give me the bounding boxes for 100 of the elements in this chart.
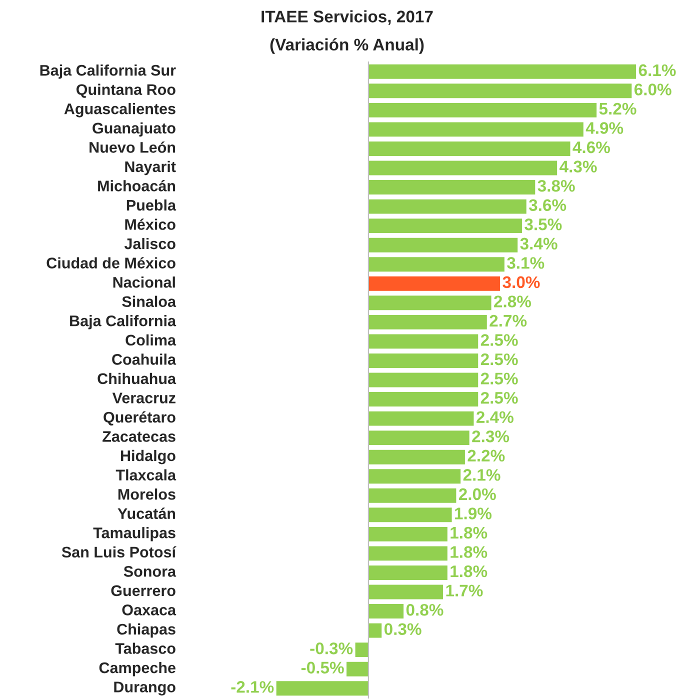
y-tick-label: Querétaro [104,411,176,426]
bar [368,257,504,272]
y-tick-label: Tamaulipas [93,527,176,542]
data-label: -0.3% [310,642,353,654]
y-tick-label: Chihuahua [98,372,176,384]
y-tick-label: Puebla [126,199,176,211]
bar [355,642,368,658]
y-tick-label: Nacional [113,276,175,288]
bar [368,623,382,638]
bar [368,469,461,484]
bar [368,180,536,194]
bar [368,238,518,252]
data-label: 2.5% [480,372,518,384]
y-tick-label: México [125,218,176,230]
data-label: 2.0% [458,488,496,500]
bar [368,314,487,330]
data-label: 2.4% [476,411,514,423]
bar [368,508,452,522]
data-label: 5.2% [599,102,636,115]
data-label: 2.1% [463,469,500,481]
y-tick-label: Campeche [99,662,176,676]
y-tick-label: Jalisco [124,238,176,250]
bar [368,122,584,137]
bar [368,430,470,446]
y-tick-label: Tlaxcala [116,469,176,480]
y-tick-label: Oaxaca [122,604,176,616]
data-label: -0.5% [301,662,344,674]
bar [368,354,478,368]
data-label: 3.6% [528,199,566,212]
y-tick-label: Veracruz [112,392,176,404]
bar [368,546,448,561]
data-label: 2.5% [480,392,518,404]
bar [346,662,368,676]
bar [368,526,448,542]
bar [368,142,570,156]
y-tick-label: Yucatán [118,508,176,520]
data-label: 3.1% [507,257,544,269]
y-tick-label: Hidalgo [121,450,176,464]
bar [368,218,522,234]
y-tick-label: Sinaloa [122,296,176,308]
y-tick-label: Colima [126,334,176,346]
bar [368,411,474,426]
data-label: 1.9% [455,508,492,520]
y-tick-label: Sonora [124,566,176,577]
bar [368,296,492,310]
bar [368,604,404,618]
y-tick-label: Chiapas [117,623,176,638]
bar [368,392,478,406]
data-label: 2.2% [468,450,505,462]
y-tick-label: Nayarit [125,160,176,176]
data-label: 1.7% [446,584,483,596]
y-tick-label: Baja California Sur [40,64,176,79]
y-tick-label: Tabasco [115,642,176,654]
y-tick-label: Nuevo León [90,141,176,153]
data-label: 1.8% [450,546,488,558]
data-label: -2.1% [231,681,274,693]
bar [368,84,632,98]
data-label: 4.9% [586,122,624,134]
data-label: 3.8% [538,180,575,192]
y-tick-label: Michoacán [98,180,176,192]
y-tick-label: Aguascalientes [64,103,176,118]
bar [368,334,478,349]
bar [368,584,444,600]
data-label: 2.3% [472,430,510,442]
y-tick-label: Morelos [118,488,176,500]
chart-title: ITAEE Servicios, 2017 [262,10,433,25]
data-label: 4.6% [572,141,610,154]
y-tick-label: Ciudad de México [46,257,176,268]
chart-subtitle: (Variación % Anual) [270,38,424,54]
data-label: 3.0% [502,276,540,288]
y-tick-label: Guanajuato [92,122,176,137]
y-tick-label: San Luis Potosí [62,546,176,558]
data-label: 2.5% [480,334,518,346]
bar [368,372,478,388]
bar [368,488,456,503]
data-label: 0.3% [384,623,422,636]
y-tick-label: Guerrero [111,585,176,596]
bar [368,64,636,79]
y-tick-label: Zacatecas [102,431,176,442]
data-label: 2.7% [490,314,527,327]
data-label: 0.8% [406,604,444,616]
y-tick-label: Quintana Roo [76,84,176,98]
data-label: 1.8% [450,565,488,578]
bar [276,681,368,696]
bar [368,450,465,464]
data-label: 6.1% [638,64,676,76]
bar [368,199,526,214]
y-tick-label: Durango [114,682,176,696]
data-label: 2.8% [494,296,532,308]
y-tick-label: Baja California [70,315,176,330]
bar [368,160,558,176]
y-tick-label: Coahuila [112,354,176,365]
data-label: 6.0% [634,84,672,96]
bar [368,566,448,580]
data-label: 1.8% [450,526,488,539]
data-label: 3.4% [520,238,558,250]
data-label: 2.5% [480,353,518,366]
bar [368,276,500,291]
data-label: 3.5% [524,218,562,230]
bar [368,102,597,118]
